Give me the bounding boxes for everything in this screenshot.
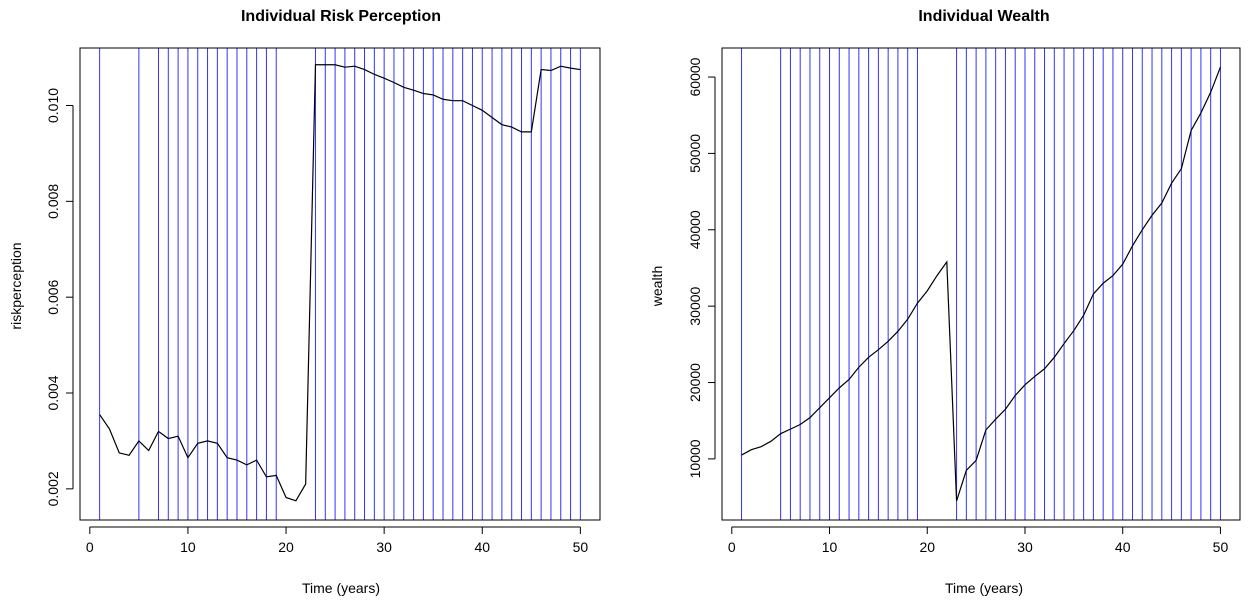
- wealth-vertical-lines: [741, 48, 1221, 520]
- risk-perception-vertical-lines: [99, 48, 581, 520]
- risk-perception-x-tick-label: 20: [278, 539, 294, 555]
- risk-perception-x-ticks: 0 10 20 30 40 50: [86, 526, 589, 555]
- risk-perception-x-tick-label: 0: [86, 539, 94, 555]
- wealth-y-tick-label: 40000: [687, 210, 703, 249]
- risk-perception-y-tick-label: 0.006: [45, 279, 61, 314]
- wealth-x-tick-label: 40: [1115, 539, 1131, 555]
- risk-perception-plot-frame: [79, 47, 601, 521]
- wealth-y-tick-label: 60000: [687, 57, 703, 96]
- wealth-y-tick-label: 30000: [687, 286, 703, 325]
- risk-perception-y-axis-label: riskperception: [8, 242, 24, 329]
- risk-perception-y-tick-label: 0.010: [45, 88, 61, 123]
- wealth-x-axis-label: Time (years): [945, 580, 1023, 596]
- risk-perception-series-line: [99, 64, 581, 502]
- risk-perception-y-tick-label: 0.002: [45, 471, 61, 506]
- wealth-y-tick-label: 20000: [687, 363, 703, 402]
- risk-perception-y-tick-label: 0.008: [45, 184, 61, 219]
- wealth-x-ticks: 0 10 20 30 40 50: [728, 526, 1229, 555]
- risk-perception-y-tick-label: 0.004: [45, 375, 61, 410]
- risk-perception-x-tick-label: 10: [180, 539, 196, 555]
- wealth-x-tick-label: 10: [822, 539, 838, 555]
- wealth-y-tick-label: 10000: [687, 439, 703, 478]
- risk-perception-x-tick-label: 30: [376, 539, 392, 555]
- risk-perception-title: Individual Risk Perception: [241, 8, 441, 25]
- risk-perception-x-tick-label: 50: [573, 539, 589, 555]
- risk-perception-panel: Individual Risk Perception Time (years) …: [8, 8, 601, 596]
- wealth-x-tick-label: 50: [1213, 539, 1229, 555]
- risk-perception-y-ticks: 0.002 0.004 0.006 0.008 0.010: [45, 88, 74, 506]
- wealth-series-line: [741, 66, 1222, 502]
- risk-perception-x-axis-label: Time (years): [302, 580, 380, 596]
- wealth-y-axis-label: wealth: [649, 266, 665, 307]
- wealth-x-tick-label: 30: [1017, 539, 1033, 555]
- wealth-y-ticks: 10000 20000 30000 40000 50000 60000: [687, 57, 716, 478]
- wealth-plot-frame: [721, 47, 1241, 521]
- wealth-x-tick-label: 20: [919, 539, 935, 555]
- wealth-x-tick-label: 0: [728, 539, 736, 555]
- wealth-title: Individual Wealth: [918, 8, 1049, 25]
- wealth-panel: Individual Wealth Time (years) wealth 0 1…: [649, 8, 1241, 596]
- risk-perception-x-tick-label: 40: [474, 539, 490, 555]
- wealth-y-tick-label: 50000: [687, 134, 703, 173]
